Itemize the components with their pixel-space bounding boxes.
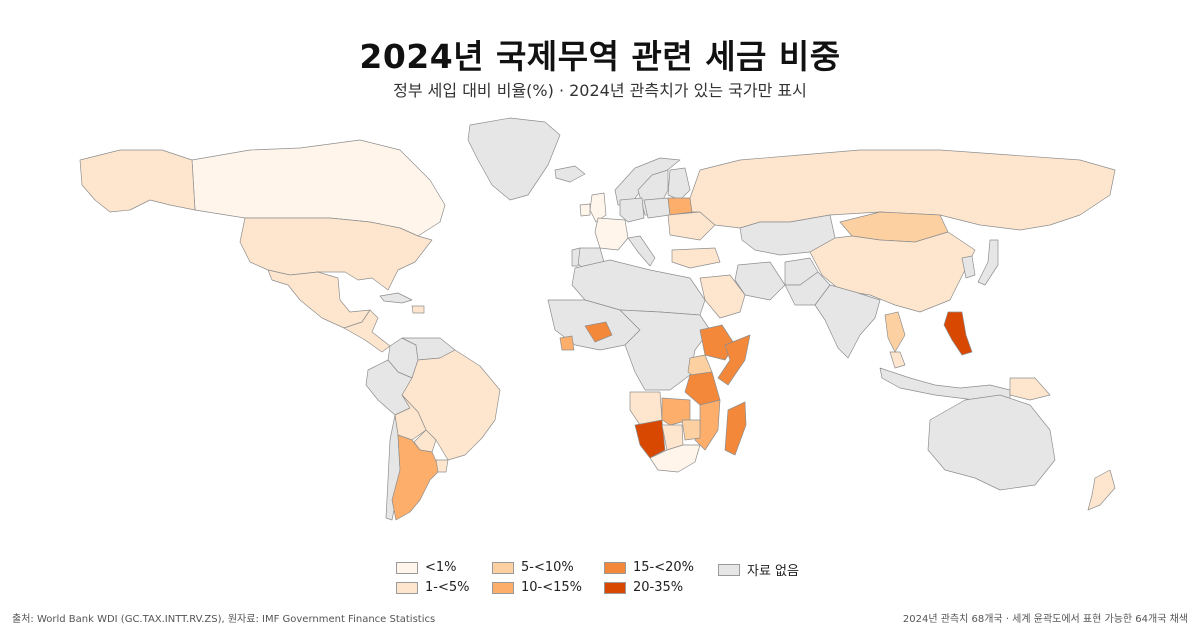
- country-ukraine: [667, 211, 716, 241]
- map-title: 2024년 국제무역 관련 세금 비중: [359, 37, 841, 76]
- legend-label: 1-<5%: [425, 580, 470, 595]
- legend-item-lt1: <1%: [396, 560, 457, 575]
- country-france: [594, 217, 629, 251]
- country-uruguay: [435, 459, 449, 473]
- country-alaska: [79, 149, 196, 213]
- country-mexico: [267, 269, 371, 329]
- country-greenland: [467, 117, 561, 201]
- country-belarus: [667, 197, 693, 216]
- country-korea: [961, 255, 976, 279]
- country-thailand: [884, 311, 906, 353]
- country-turkey: [671, 247, 721, 269]
- legend-swatch-15to20: [604, 561, 626, 574]
- country-burkina-faso: [584, 321, 613, 343]
- legend-label: 5-<10%: [521, 560, 574, 575]
- legend-item-5to10: 5-<10%: [492, 560, 574, 575]
- legend-swatch-lt1: [396, 561, 418, 574]
- legend-label: 20-35%: [633, 580, 684, 595]
- country-poland: [643, 197, 671, 219]
- legend-label: <1%: [425, 560, 457, 575]
- country-iran: [734, 261, 786, 301]
- country-cuba: [379, 292, 413, 304]
- country-new-zealand: [1087, 469, 1116, 511]
- country-layer: [79, 117, 1116, 521]
- legend-swatch-20to35: [604, 581, 626, 594]
- legend-item-10to15: 10-<15%: [492, 580, 582, 595]
- country-madagascar: [724, 401, 747, 456]
- legend-label: 자료 없음: [747, 564, 799, 579]
- map-subtitle: 정부 세입 대비 비율(%) · 2024년 관측치가 있는 국가만 표시: [393, 81, 807, 100]
- country-malaysia: [889, 351, 906, 369]
- legend-label: 10-<15%: [521, 580, 583, 595]
- legend-item-20to35: 20-35%: [604, 580, 683, 595]
- country-sierra-leone: [559, 335, 575, 351]
- legend-item-1to5: 1-<5%: [396, 580, 469, 595]
- country-philippines: [943, 311, 973, 356]
- country-argentina: [391, 434, 441, 521]
- country-zambia: [661, 397, 691, 426]
- country-italy: [627, 235, 656, 267]
- country-somalia: [717, 334, 751, 386]
- country-dominican-rep-: [411, 305, 425, 314]
- country-central-america: [343, 309, 391, 353]
- country-united-states: [239, 217, 433, 291]
- legend-item-none: 자료 없음: [718, 560, 799, 579]
- country-russia: [689, 149, 1116, 231]
- legend: <1% 1-<5% 5-<10% 10-<15% 15-<20% 20-35% …: [396, 560, 836, 600]
- country-indonesia: [879, 367, 1011, 401]
- country-australia: [927, 394, 1056, 491]
- country-united-kingdom: [589, 192, 607, 223]
- country-papua-new-guinea: [1009, 377, 1051, 401]
- legend-swatch-5to10: [492, 561, 514, 574]
- legend-swatch-1to5: [396, 581, 418, 594]
- country-germany: [619, 197, 645, 223]
- country-ireland: [579, 203, 591, 217]
- country-japan: [977, 239, 999, 286]
- country-portugal: [571, 247, 581, 267]
- country-central-africa: [619, 309, 711, 391]
- country-india: [814, 284, 881, 359]
- legend-label: 15-<20%: [633, 560, 695, 575]
- country-namibia: [634, 419, 666, 459]
- country-zimbabwe: [681, 419, 701, 441]
- country-finland: [667, 167, 691, 201]
- legend-swatch-10to15: [492, 581, 514, 594]
- country-south-africa: [649, 444, 701, 473]
- legend-swatch-none: [718, 563, 740, 576]
- country-iceland: [554, 165, 586, 183]
- coverage-note: 2024년 관측치 68개국 · 세계 윤곽도에서 표현 가능한 64개국 채색: [902, 614, 1188, 625]
- legend-item-15to20: 15-<20%: [604, 560, 694, 575]
- source-note: 출처: World Bank WDI (GC.TAX.INTT.RV.ZS), …: [12, 614, 436, 625]
- country-angola: [629, 391, 663, 426]
